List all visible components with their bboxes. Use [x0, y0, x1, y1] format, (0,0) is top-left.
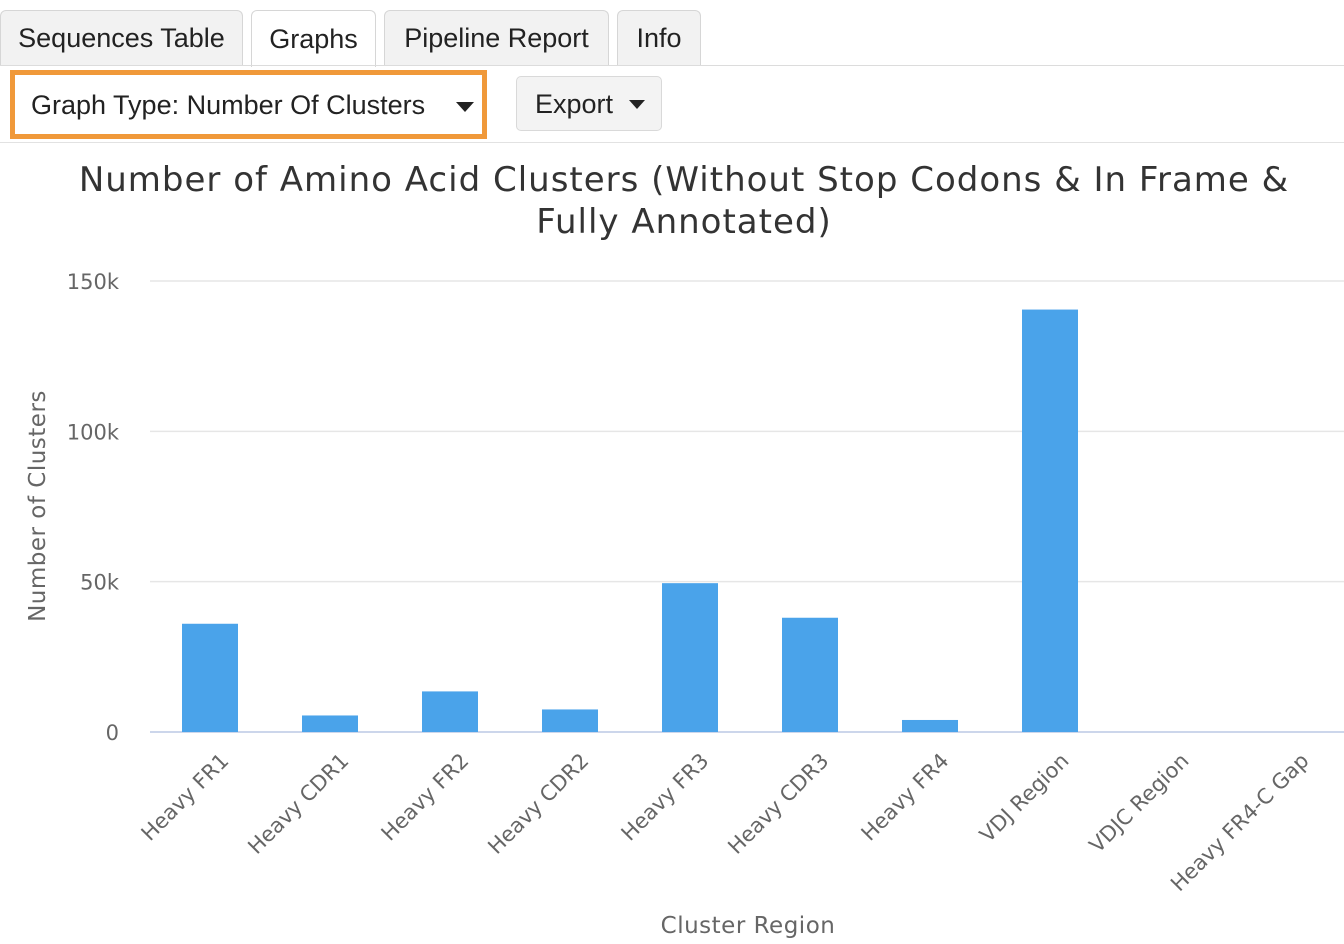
chart-title-line-1: Number of Amino Acid Clusters (Without S…: [79, 160, 1289, 200]
bar[interactable]: [422, 691, 478, 732]
bar[interactable]: [542, 709, 598, 732]
tab-sequences-table[interactable]: Sequences Table: [0, 10, 243, 65]
x-tick-label: Heavy CDR3: [723, 749, 833, 859]
toolbar-divider: [0, 142, 1344, 143]
x-tick-label: Heavy FR4: [857, 749, 954, 846]
graph-type-dropdown[interactable]: Graph Type: Number Of Clusters: [10, 70, 487, 139]
tab-label: Graphs: [269, 23, 358, 54]
tab-pipeline-report[interactable]: Pipeline Report: [384, 10, 609, 65]
bar[interactable]: [902, 719, 958, 732]
bar[interactable]: [1022, 309, 1078, 732]
x-tick-label: VDJ Region: [975, 749, 1073, 847]
x-tick-label: Heavy FR1: [137, 749, 234, 846]
x-tick-label: Heavy CDR1: [243, 749, 353, 859]
y-tick-label: 50k: [80, 571, 120, 595]
tab-label: Info: [636, 22, 682, 53]
bar-chart: Number of Amino Acid Clusters (Without S…: [25, 160, 1344, 939]
tab-label: Pipeline Report: [404, 22, 589, 53]
x-tick-label: Heavy FR2: [377, 749, 474, 846]
caret-down-icon: [456, 102, 474, 112]
x-axis-ticks: Heavy FR1 Heavy CDR1 Heavy FR2 Heavy CDR2 He…: [137, 749, 1314, 896]
bar[interactable]: [302, 715, 358, 732]
x-tick-label: VDJC Region: [1085, 749, 1194, 858]
x-tick-label: Heavy CDR2: [483, 749, 593, 859]
caret-down-icon: [629, 100, 645, 109]
tab-label: Sequences Table: [18, 22, 225, 53]
tab-graphs[interactable]: Graphs: [251, 10, 376, 67]
x-axis-title: Cluster Region: [661, 913, 836, 939]
export-button[interactable]: Export: [516, 76, 662, 131]
export-label: Export: [535, 89, 614, 119]
y-tick-label: 150k: [67, 270, 120, 294]
y-axis-ticks: 0 50k 100k 150k: [67, 270, 120, 745]
y-tick-label: 0: [106, 721, 119, 745]
chart-title-line-2: Fully Annotated): [536, 202, 832, 242]
grid-lines: [150, 280, 1344, 733]
tab-bar: Sequences Table Graphs Pipeline Report I…: [0, 0, 1344, 67]
x-tick-label: Heavy FR3: [617, 749, 714, 846]
tab-info[interactable]: Info: [617, 10, 701, 65]
bar[interactable]: [662, 583, 718, 732]
bars: [182, 309, 1078, 732]
bar[interactable]: [782, 617, 838, 732]
y-tick-label: 100k: [67, 420, 120, 444]
y-axis-title: Number of Clusters: [25, 390, 51, 622]
tab-divider: [0, 65, 1344, 66]
graph-type-label: Graph Type: Number Of Clusters: [31, 90, 426, 120]
bar[interactable]: [182, 623, 238, 732]
